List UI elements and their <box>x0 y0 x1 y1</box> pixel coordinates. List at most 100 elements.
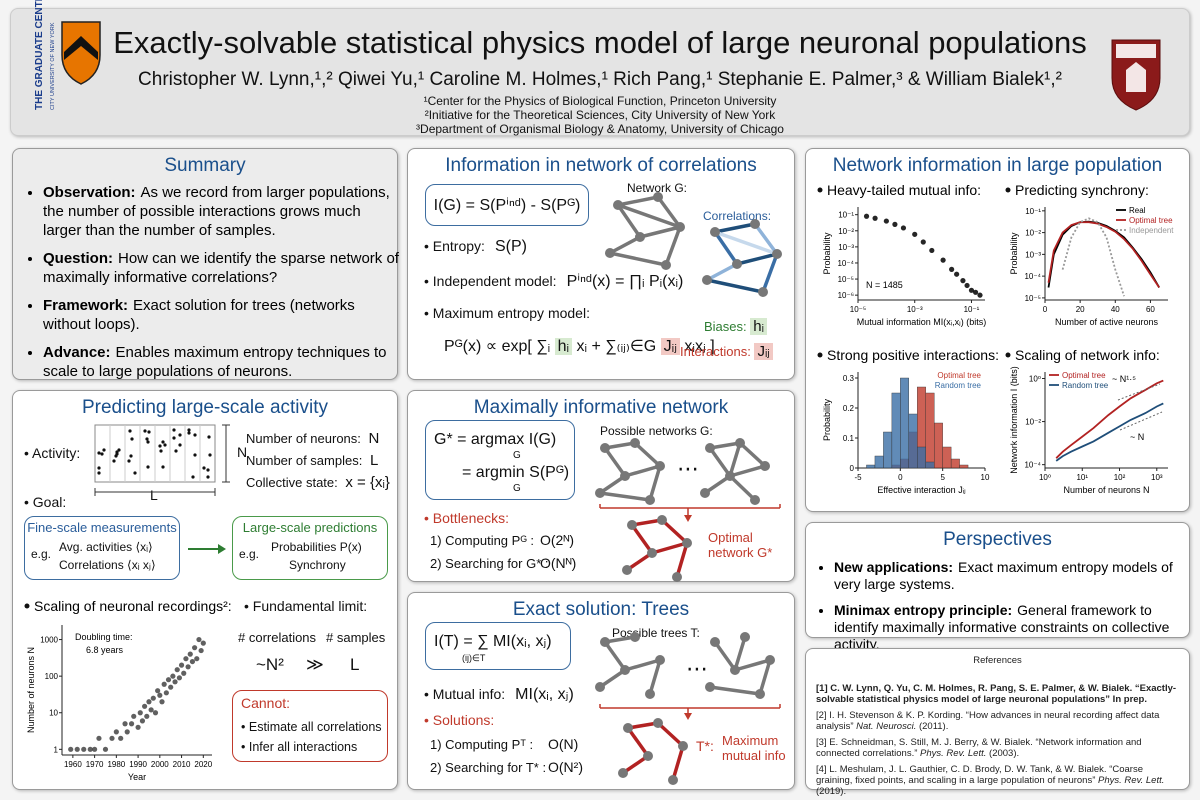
box-title: Fine-scale measurements <box>27 520 177 535</box>
reference-list: [1] C. W. Lynn, Q. Yu, C. M. Holmes, R. … <box>816 683 1181 800</box>
label: # samples <box>326 630 386 645</box>
panel-title: Predicting large-scale activity <box>81 397 329 418</box>
label: T*: <box>696 738 714 754</box>
label: Entropy: <box>432 238 485 254</box>
summary-item: Question:How can we identify the sparse … <box>43 249 403 287</box>
panel-title: Network information in large population <box>832 155 1163 176</box>
label: Mutual info: <box>432 686 506 702</box>
formula: = argmin S(Pᴳ) <box>462 464 570 481</box>
year: (2003). <box>989 748 1020 759</box>
label: Correlations: <box>703 209 772 223</box>
bullet-text: • Bottlenecks: <box>424 510 510 526</box>
reference: [2] I. H. Stevenson & K. P. Kording. “Ho… <box>816 710 1181 732</box>
label: New applications: <box>834 559 954 575</box>
legend: Biases: hᵢ <box>704 318 767 335</box>
row-label: 1) Computing Pᴳ : <box>430 533 534 548</box>
label: network G* <box>708 545 773 560</box>
symbol: L <box>150 487 158 503</box>
label: Solutions: <box>432 712 495 728</box>
affiliation: ³Department of Organismal Biology & Anat… <box>416 122 784 136</box>
network-panel: Network information in large population <box>805 148 1190 512</box>
subscript: G <box>513 450 521 461</box>
item: • Infer all interactions <box>241 740 358 754</box>
bullet-text: • Independent model: Pⁱⁿᵈ(x) = ∏ᵢ Pᵢ(xᵢ) <box>424 273 684 290</box>
text: Enables maximum entropy techniques to sc… <box>43 344 387 380</box>
panel-title: Perspectives <box>943 529 1052 550</box>
authors: Christopher W. Lynn,¹,² Qiwei Yu,¹ Carol… <box>138 69 1062 90</box>
summary-item: Framework:Exact solution for trees (netw… <box>43 296 403 334</box>
header: Exactly-solvable statistical physics mod… <box>10 8 1190 136</box>
symbol: L <box>369 452 379 469</box>
line: Synchrony <box>289 558 346 572</box>
item: • Estimate all correlations <box>241 720 382 734</box>
panel-title: Maximally informative network <box>473 397 729 418</box>
affiliations: ¹Center for the Physics of Biological Fu… <box>11 94 1189 136</box>
panel-title: Information in network of correlations <box>445 155 757 176</box>
row-cost: O(2ᴺ) <box>540 532 575 548</box>
symbol: N <box>237 444 248 460</box>
affiliation: ²Initiative for the Theoretical Sciences… <box>424 108 776 122</box>
label: Biases: <box>704 319 747 334</box>
references-panel: References [1] C. W. Lynn, Q. Yu, C. M. … <box>805 648 1190 797</box>
label: Observation: <box>43 184 136 201</box>
label: Advance: <box>43 344 111 361</box>
expr: xᵢxⱼ ] <box>679 338 715 355</box>
ellipsis: ⋯ <box>677 456 699 481</box>
bullet-text: • Activity: <box>24 445 81 461</box>
panel-title: Summary <box>164 155 246 176</box>
label: Optimal <box>708 530 753 545</box>
text: [4] L. Meshulam, J. L. Gauthier, C. D. B… <box>816 764 1143 786</box>
perspectives-panel: Perspectives New applications:Exact maxi… <box>805 522 1190 652</box>
text: Activity: <box>32 445 81 461</box>
eg: e.g. <box>239 547 260 561</box>
label: Maximum <box>722 733 779 748</box>
summary-list: Observation:As we record from larger pop… <box>25 183 403 390</box>
bullet-text: • Solutions: <box>424 712 495 728</box>
summary-item: Advance:Enables maximum entropy techniqu… <box>43 343 403 381</box>
line: Avg. activities ⟨xᵢ⟩ <box>59 540 153 554</box>
expr: ≫ <box>306 655 324 674</box>
def: Collective state: x = {xᵢ} <box>246 474 390 491</box>
subscript: (ij)∈T <box>462 653 486 663</box>
row-cost: O(Nᴺ) <box>540 555 577 571</box>
text: Goal: <box>32 494 67 510</box>
subscript: G <box>513 483 521 494</box>
label: Maximum entropy model: <box>432 305 590 321</box>
line: Correlations ⟨xᵢ xⱼ⟩ <box>59 558 156 572</box>
cannot-box: Cannot: • Estimate all correlations • In… <box>232 690 388 762</box>
def: Number of samples: L <box>246 452 378 469</box>
maxent-expr: Pᴳ(x) ∝ exp[ ∑ᵢ hᵢ xᵢ + ∑₍ᵢⱼ₎∈G Jᵢⱼ xᵢxⱼ… <box>444 336 715 356</box>
label: Framework: <box>43 297 129 314</box>
bullet-text: • Mutual info: MI(xᵢ, xⱼ) <box>424 686 574 703</box>
bullet-text: • Fundamental limit: <box>244 598 368 614</box>
label: Question: <box>43 250 113 267</box>
line: Probabilities P(x) <box>271 540 362 554</box>
fine-box: Fine-scale measurements e.g. Avg. activi… <box>24 516 180 580</box>
text: [3] E. Schneidman, S. Still, M. J. Berry… <box>816 737 1142 759</box>
expr: ~N² <box>256 655 284 674</box>
expr: hᵢ <box>554 338 573 355</box>
legend: Interactions: Jᵢⱼ <box>680 342 773 360</box>
symbol: Jᵢⱼ <box>754 343 773 360</box>
label: Collective state: <box>246 475 338 490</box>
label: # correlations <box>238 630 317 645</box>
text: Exact solution for trees (networks witho… <box>43 297 355 333</box>
label: Interactions: <box>680 344 751 359</box>
symbol: N <box>368 430 380 447</box>
symbol: x = {xᵢ} <box>345 474 390 491</box>
text: How can we identify the sparse network o… <box>43 250 399 286</box>
expr: xᵢ + ∑₍ᵢⱼ₎∈G <box>572 338 661 355</box>
summary-panel: Summary Observation:As we record from la… <box>12 148 399 380</box>
expr: S(P) <box>494 238 527 255</box>
formula: I(T) = ∑ MI(xᵢ, xⱼ) <box>434 633 552 650</box>
bullet-text: • Maximum entropy model: <box>424 305 590 321</box>
affiliation: ¹Center for the Physics of Biological Fu… <box>423 94 777 108</box>
label: Number of samples: <box>246 453 363 468</box>
label: mutual info <box>722 748 786 763</box>
formula-box: I(G) = S(Pⁱⁿᵈ) - S(Pᴳ) <box>425 184 589 226</box>
expr: Jᵢⱼ <box>660 338 680 355</box>
perspective-list: New applications:Exact maximum entropy m… <box>816 559 1194 662</box>
def: Number of neurons: N <box>246 430 379 447</box>
year: (2011). <box>918 721 949 732</box>
